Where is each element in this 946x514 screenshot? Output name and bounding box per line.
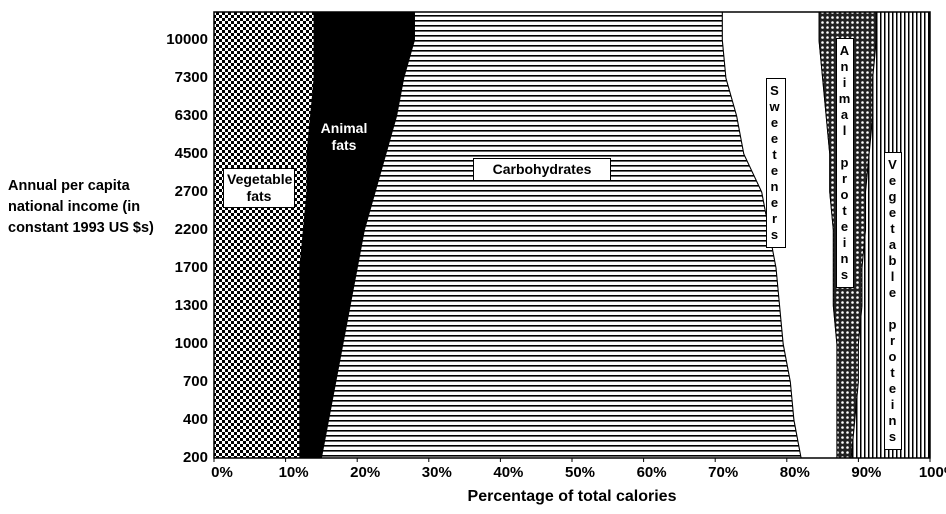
x-tick-label: 50% [565, 464, 595, 481]
y-tick-label: 2700 [175, 183, 208, 200]
series-label: Animal fats [320, 120, 368, 153]
series-label: Carbohydrates [473, 158, 611, 181]
x-tick-label: 80% [780, 464, 810, 481]
axes: 200 400 700 1000 1300 1700 2200 2700 4500 6300 730… [166, 11, 946, 481]
series-label: Animal proteins [836, 38, 854, 288]
y-tick-label: 10000 [166, 31, 208, 48]
x-tick-label: 40% [493, 464, 523, 481]
series-label: Vegetable fats [223, 168, 295, 208]
x-tick-label: 0% [211, 464, 233, 481]
x-tick-label: 100% [919, 464, 946, 481]
y-tick-label: 1300 [175, 297, 208, 314]
series-label: Vegetable proteins [884, 152, 902, 450]
y-tick-label: 1000 [175, 335, 208, 352]
x-tick-label: 10% [279, 464, 309, 481]
y-tick-label: 7300 [175, 69, 208, 86]
y-tick-label: 6300 [175, 107, 208, 124]
x-tick-label: 20% [350, 464, 380, 481]
x-axis-label: Percentage of total calories [467, 488, 677, 505]
x-tick-label: 70% [708, 464, 738, 481]
areas [213, 11, 931, 459]
x-tick-label: 90% [851, 464, 881, 481]
y-tick-label: 1700 [175, 259, 208, 276]
y-axis-label: Annual per capita national income (in co… [8, 178, 154, 236]
area [213, 11, 315, 459]
y-tick-label: 700 [183, 373, 208, 390]
series-label: Sweeteners [766, 78, 786, 248]
x-tick-label: 30% [422, 464, 452, 481]
x-tick-label: 60% [637, 464, 667, 481]
y-tick-label: 4500 [175, 145, 208, 162]
y-tick-label: 200 [183, 449, 208, 466]
y-tick-label: 2200 [175, 221, 208, 238]
y-tick-label: 400 [183, 411, 208, 428]
